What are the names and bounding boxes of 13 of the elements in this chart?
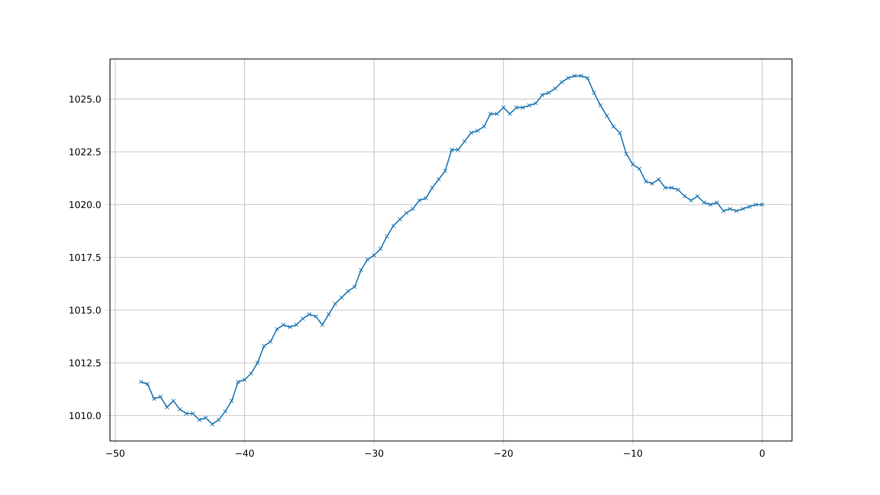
- y-tick-label: 1010.0: [70, 412, 101, 420]
- x-tick-label: −40: [236, 450, 254, 457]
- y-tick-label: 1017.5: [70, 254, 100, 261]
- y-tick-label: 1012.5: [70, 359, 100, 366]
- y-tick-label: 1025.0: [70, 96, 101, 103]
- x-tick-label: −10: [624, 450, 642, 457]
- y-tick-label: 1015.0: [70, 306, 101, 314]
- x-tick-label: −20: [494, 450, 513, 457]
- y-tick-label: 1020.0: [70, 201, 101, 208]
- x-tick-label: −50: [106, 450, 124, 457]
- y-tick-label: 1022.5: [70, 148, 100, 156]
- x-tick-label: −30: [365, 450, 384, 457]
- x-tick-label: 0: [760, 450, 765, 457]
